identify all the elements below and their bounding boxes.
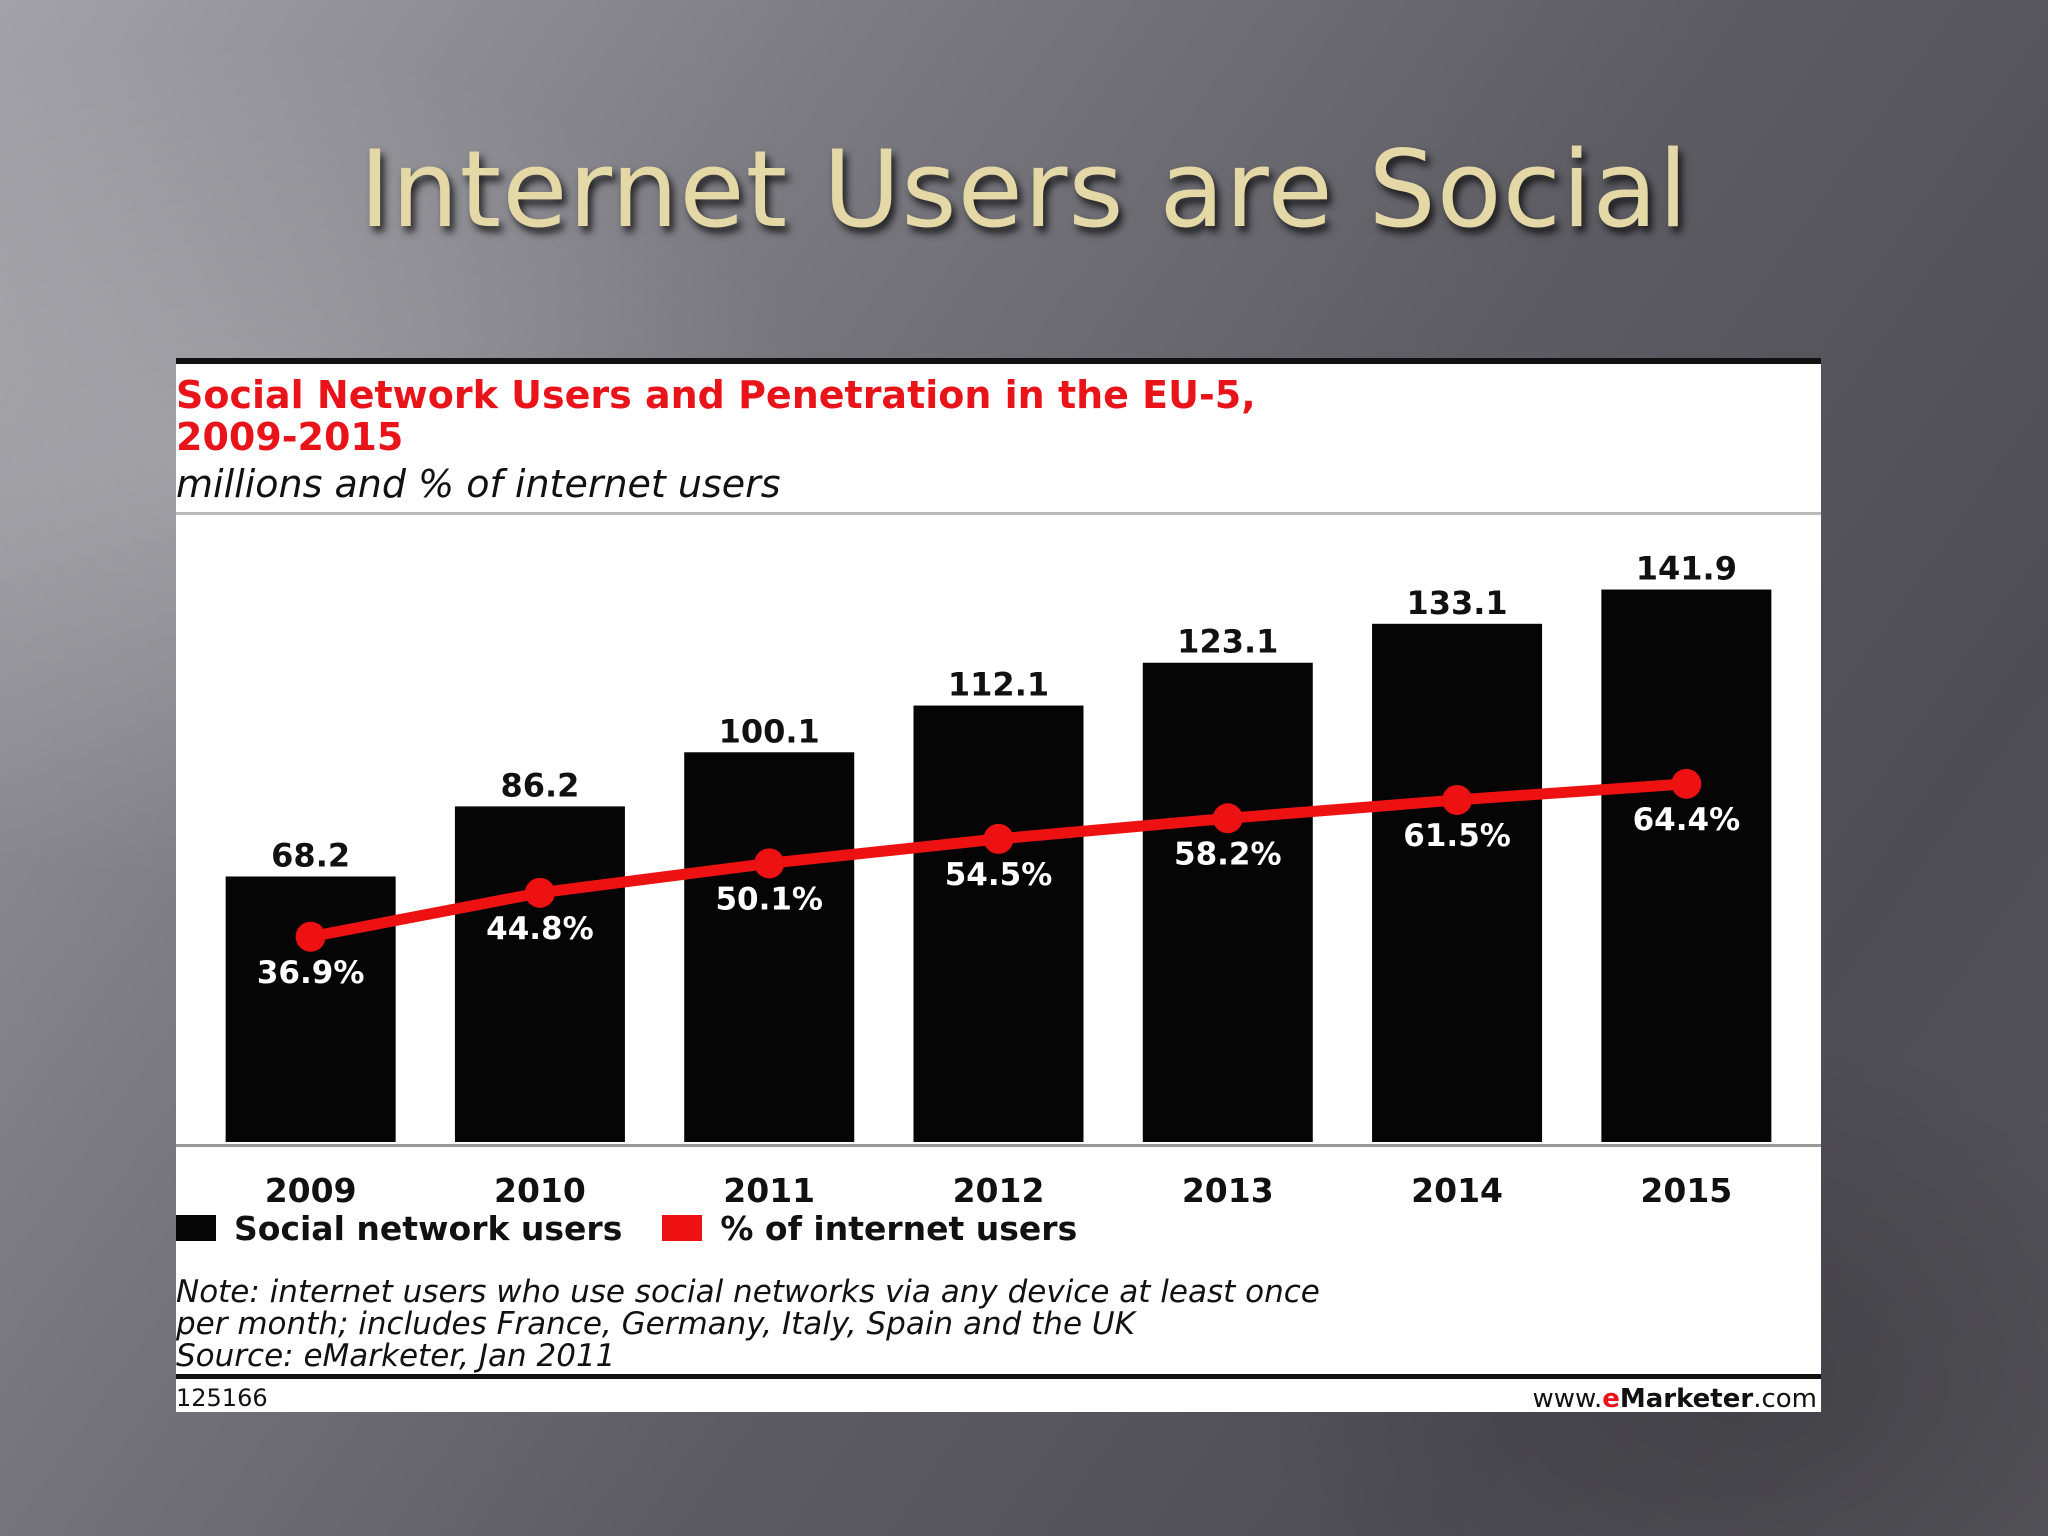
bar-2012 — [913, 705, 1084, 1142]
penetration-point-2014 — [1442, 784, 1473, 815]
bar-2010 — [454, 806, 625, 1142]
bar-value-label-2010: 86.2 — [500, 766, 579, 804]
footer-site-e: e — [1602, 1384, 1620, 1414]
penetration-label-2009: 36.9% — [257, 955, 365, 991]
bar-value-label-2011: 100.1 — [719, 712, 820, 750]
x-tick-label-2009: 2009 — [265, 1171, 357, 1210]
bar-value-label-2013: 123.1 — [1177, 623, 1278, 661]
header-divider — [176, 512, 1821, 515]
x-axis-line — [176, 1144, 1821, 1147]
legend-label-bars: Social network users — [234, 1208, 623, 1248]
bar-2014 — [1372, 623, 1543, 1142]
penetration-label-2014: 61.5% — [1403, 818, 1511, 854]
bar-2015 — [1601, 589, 1772, 1142]
penetration-point-2012 — [983, 823, 1014, 854]
penetration-point-2011 — [754, 848, 785, 879]
legend-swatch-bars — [176, 1215, 216, 1241]
penetration-label-2012: 54.5% — [945, 857, 1053, 893]
footer-site-suffix: .com — [1753, 1384, 1817, 1414]
penetration-label-2011: 50.1% — [715, 881, 823, 917]
bar-line-chart: 68.2 86.2 100.1 112.1 123.1 133.1 141.9 2009 201… — [225, 550, 1772, 1210]
penetration-point-2015 — [1671, 768, 1702, 799]
x-tick-label-2015: 2015 — [1640, 1171, 1732, 1210]
x-tick-label-2011: 2011 — [723, 1171, 815, 1210]
footer-divider — [176, 1374, 1821, 1379]
footer-chart-id: 125166 — [176, 1384, 268, 1412]
x-tick-label-2013: 2013 — [1182, 1171, 1274, 1210]
bar-value-label-2014: 133.1 — [1406, 584, 1507, 622]
penetration-point-2009 — [295, 921, 326, 952]
chart-subtitle: millions and % of internet users — [176, 462, 781, 506]
footer-site-brand: Marketer — [1619, 1384, 1754, 1414]
x-tick-label-2012: 2012 — [953, 1171, 1045, 1210]
legend-label-line: % of internet users — [720, 1208, 1078, 1248]
slide-title: Internet Users are Social — [359, 128, 1689, 251]
chart-title: Social Network Users and Penetration in … — [176, 373, 1256, 459]
legend-item-bars: Social network users — [176, 1209, 622, 1248]
bar-2013 — [1142, 662, 1313, 1142]
bar-2009 — [225, 876, 396, 1142]
bar-value-label-2015: 141.9 — [1636, 550, 1737, 588]
chart-note-text: Note: internet users who use social netw… — [176, 1274, 1320, 1374]
chart-panel: Social Network Users and Penetration in … — [176, 358, 1821, 1414]
penetration-label-2010: 44.8% — [486, 911, 594, 947]
penetration-label-2015: 64.4% — [1633, 802, 1741, 838]
legend: Social network users % of internet users — [176, 1206, 1117, 1250]
footer-site-link[interactable]: www.eMarketer.com — [1533, 1384, 1817, 1414]
legend-item-line: % of internet users — [662, 1209, 1077, 1248]
penetration-point-2013 — [1212, 803, 1243, 834]
penetration-point-2010 — [524, 877, 555, 908]
x-tick-label-2010: 2010 — [494, 1171, 586, 1210]
bar-value-label-2009: 68.2 — [271, 836, 350, 874]
bar-2011 — [684, 752, 855, 1142]
legend-swatch-line — [662, 1215, 703, 1241]
bar-value-label-2012: 112.1 — [948, 666, 1049, 704]
footer-site-prefix: www. — [1532, 1384, 1603, 1414]
chart-note: Note: internet users who use social netw… — [176, 1276, 1816, 1372]
x-tick-label-2014: 2014 — [1411, 1171, 1503, 1210]
penetration-label-2013: 58.2% — [1174, 836, 1282, 872]
